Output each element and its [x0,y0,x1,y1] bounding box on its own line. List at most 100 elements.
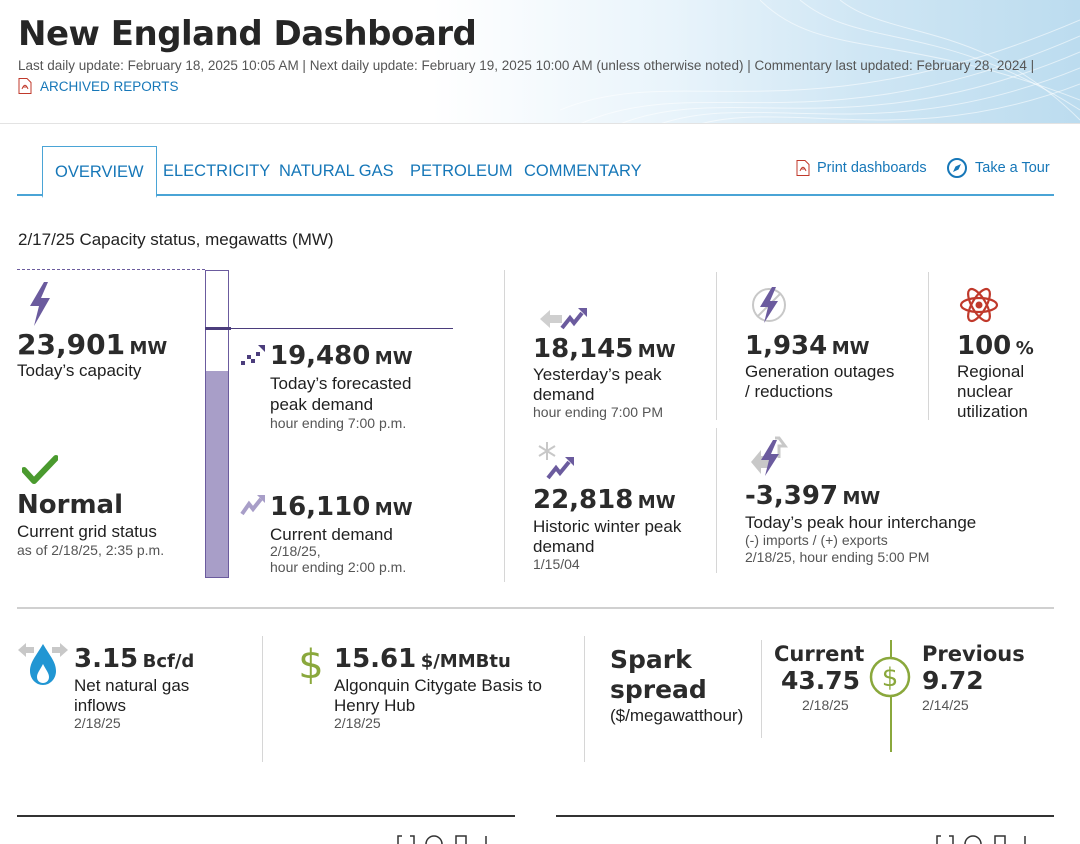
spark-current-value: 43.75 [781,666,861,695]
generation-outages-unit: MW [831,338,870,359]
todays-capacity-value: 23,901 [17,328,126,361]
forecast-marker [205,326,231,330]
current-demand-label: Current demand [270,525,393,544]
spark-spread-unit: ($/megawatthour) [610,706,744,725]
panel-top-border [17,815,515,817]
basis-value: 15.61 [334,644,417,674]
basis-label-2: Henry Hub [334,696,416,715]
spark-spread-title-2: spread [610,675,707,704]
forecast-marker-line [229,327,453,329]
interchange-unit: MW [842,488,881,509]
interchange-value: -3,397 [745,481,839,511]
todays-capacity-unit: MW [129,338,168,359]
current-demand-value: 16,110 [270,492,371,522]
dollar-circle-icon: $ [869,656,911,698]
page-header: New England Dashboard Last daily update:… [0,0,1080,124]
nuclear-unit: % [1015,338,1034,359]
gas-inflows-unit: Bcf/d [142,651,195,672]
generation-outages-label-1: Generation outages [745,362,895,381]
nuclear-label-1: Regional [957,362,1025,381]
gas-inflows-sub: 2/18/25 [74,715,121,731]
archived-reports-label[interactable]: ARCHIVED REPORTS [40,78,179,94]
current-demand-unit: MW [374,499,413,520]
spark-previous-date: 2/14/25 [922,697,969,713]
historic-winter-peak-sub: 1/15/04 [533,556,580,572]
tab-overview[interactable]: OVERVIEW [42,146,157,198]
tab-electricity[interactable]: ELECTRICITY [163,162,271,180]
tab-commentary[interactable]: COMMENTARY [524,162,642,180]
historic-winter-peak-label-1: Historic winter peak [533,517,682,536]
historic-winter-peak-label-2: demand [533,537,595,556]
gas-flame-icon [18,643,68,685]
nuclear-label-3: utilization [957,402,1028,421]
capacity-dashed-line [17,269,205,270]
pdf-icon [796,160,810,176]
interchange-lightning-icon [751,436,788,476]
interchange-sub-1: (-) imports / (+) exports [745,532,888,548]
tab-natural-gas[interactable]: NATURAL GAS [279,162,394,180]
yesterday-peak-sub: hour ending 7:00 PM [533,404,663,420]
print-dashboards-label[interactable]: Print dashboards [817,160,927,176]
outage-lightning-icon [752,287,786,323]
panel-toolbar-icons[interactable] [396,834,496,844]
current-demand-sub-1: 2/18/25, [270,543,321,559]
current-demand-sub-2: hour ending 2:00 p.m. [270,559,407,575]
column-divider [928,272,929,420]
update-meta: Last daily update: February 18, 2025 10:… [18,58,1035,73]
spark-previous-value: 9.72 [922,666,984,695]
page-title: New England Dashboard [18,14,477,54]
grid-status-label: Current grid status [17,522,157,541]
gas-inflows-label-2: inflows [74,696,126,715]
interchange-sub-2: 2/18/25, hour ending 5:00 PM [745,549,930,565]
historic-winter-peak-unit: MW [637,492,676,513]
forecast-peak-unit: MW [374,348,413,369]
pdf-icon [18,78,32,94]
spark-previous-label: Previous [922,642,1025,666]
spark-spread-title-1: Spark [610,645,692,674]
yesterday-peak-value: 18,145 [533,334,634,364]
todays-capacity-label: Today’s capacity [17,361,142,380]
lightning-icon [30,282,50,326]
capacity-section-title: 2/17/25 Capacity status, megawatts (MW) [18,230,334,249]
gas-inflows-value: 3.15 [74,644,139,674]
archived-reports-link[interactable]: ARCHIVED REPORTS [18,78,179,94]
capacity-bar [205,270,231,578]
nuclear-value: 100 [957,331,1012,361]
yesterday-peak-unit: MW [637,341,676,362]
spark-current-date: 2/18/25 [802,697,849,713]
column-divider [262,636,263,762]
interchange-label: Today’s peak hour interchange [745,513,977,532]
snowflake-trend-icon [538,442,574,480]
dotted-trend-arrow-icon [241,345,265,365]
checkmark-icon [22,455,58,484]
forecast-peak-value: 19,480 [270,341,371,371]
column-divider [716,428,717,573]
basis-sub: 2/18/25 [334,715,381,731]
header-wave-graphic [560,0,1080,123]
tab-bar: OVERVIEW ELECTRICITY NATURAL GAS PETROLE… [17,146,1054,198]
panel-top-border [556,815,1054,817]
grid-status-value: Normal [17,490,123,520]
nuclear-label-2: nuclear [957,382,1013,401]
yesterday-peak-label-1: Yesterday’s peak [533,365,662,384]
forecast-peak-sub: hour ending 7:00 p.m. [270,415,407,431]
print-dashboards-link[interactable]: Print dashboards [796,146,927,190]
generation-outages-label-2: / reductions [745,382,833,401]
atom-icon [959,287,999,323]
column-divider [504,270,505,582]
compass-icon [947,158,967,178]
trend-arrow-icon [240,495,265,516]
section-divider [17,607,1054,609]
previous-trend-icon [540,308,587,330]
svg-text:$: $ [882,663,899,693]
tab-petroleum[interactable]: PETROLEUM [410,162,513,180]
forecast-peak-label-1: Today’s forecasted [270,374,412,393]
generation-outages-value: 1,934 [745,331,828,361]
grid-status-sub: as of 2/18/25, 2:35 p.m. [17,542,165,558]
svg-text:$: $ [298,642,323,684]
spark-current-label: Current [774,642,865,666]
panel-toolbar-icons[interactable] [935,834,1035,844]
take-tour-label[interactable]: Take a Tour [975,160,1050,176]
gas-inflows-label-1: Net natural gas [74,676,190,695]
take-tour-link[interactable]: Take a Tour [946,146,1050,190]
